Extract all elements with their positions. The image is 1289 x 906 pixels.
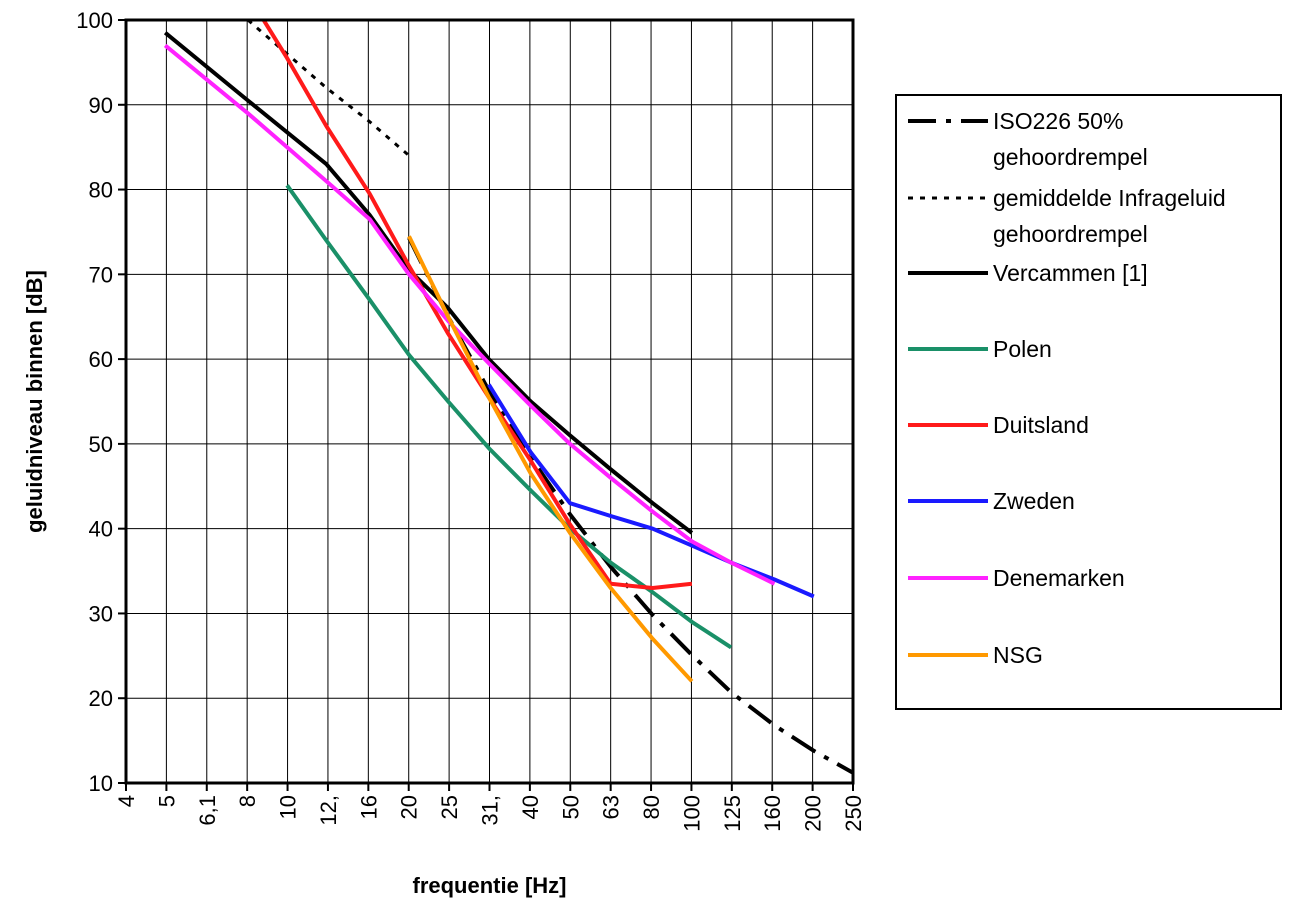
y-tick-label: 10 (89, 771, 113, 796)
series-line-zweden (487, 383, 815, 599)
legend-label: gemiddelde Infrageluid (993, 185, 1226, 211)
y-tick-labels: 10 20 30 40 50 60 70 80 90 100 (76, 8, 126, 796)
x-tick-label: 12, (316, 795, 341, 826)
x-tick-label: 6,1 (195, 795, 220, 826)
legend-label: ISO226 50% (993, 108, 1123, 134)
x-tick-label: 10 (276, 795, 301, 819)
x-tick-label: 100 (679, 795, 704, 832)
x-tick-label: 20 (397, 795, 422, 819)
x-tick-label: 40 (518, 795, 543, 819)
legend-label: gehoordrempel (993, 144, 1148, 170)
y-tick-label: 60 (89, 347, 113, 372)
x-tick-labels: 4 5 6,1 8 10 12, 16 20 25 31, 40 50 63 80 100 125 160 200… (114, 783, 866, 832)
x-tick-label: 5 (154, 795, 179, 807)
series-line-vercammen-1 (163, 31, 694, 535)
y-tick-label: 80 (89, 178, 113, 203)
x-tick-label: 16 (356, 795, 381, 819)
x-tick-label: 4 (114, 795, 139, 807)
x-tick-label: 125 (720, 795, 745, 832)
x-tick-label: 50 (558, 795, 583, 819)
y-tick-label: 50 (89, 432, 113, 457)
series-line-iso226-50-gehoordrempel (407, 237, 853, 775)
legend-label: NSG (993, 642, 1043, 668)
legend-label: Vercammen [1] (993, 260, 1148, 286)
y-tick-label: 90 (89, 93, 113, 118)
x-tick-label: 250 (841, 795, 866, 832)
legend-label: Polen (993, 336, 1052, 362)
legend-label: Zweden (993, 488, 1075, 514)
x-tick-label: 160 (760, 795, 785, 832)
legend-label: Denemarken (993, 565, 1125, 591)
x-tick-label: 31, (478, 795, 503, 826)
y-tick-label: 40 (89, 517, 113, 542)
y-tick-label: 70 (89, 262, 113, 287)
x-tick-label: 80 (639, 795, 664, 819)
y-tick-label: 30 (89, 601, 113, 626)
series-line-duitsland (261, 20, 693, 590)
y-tick-label: 100 (76, 8, 113, 33)
series-line-denemarken (163, 43, 776, 586)
x-axis-title: frequentie [Hz] (413, 873, 567, 898)
series-lines (163, 20, 853, 775)
y-tick-label: 20 (89, 686, 113, 711)
x-tick-label: 63 (599, 795, 624, 819)
x-tick-label: 8 (235, 795, 260, 807)
series-line-polen (285, 184, 733, 650)
series-line-nsg (407, 235, 694, 683)
x-tick-label: 25 (437, 795, 462, 819)
legend-label: gehoordrempel (993, 221, 1148, 247)
legend: ISO226 50% gehoordrempel gemiddelde Infrag… (895, 94, 1282, 710)
y-axis-title: geluidniveau binnen [dB] (22, 270, 47, 533)
legend-label: Duitsland (993, 412, 1089, 438)
x-tick-label: 200 (801, 795, 826, 832)
